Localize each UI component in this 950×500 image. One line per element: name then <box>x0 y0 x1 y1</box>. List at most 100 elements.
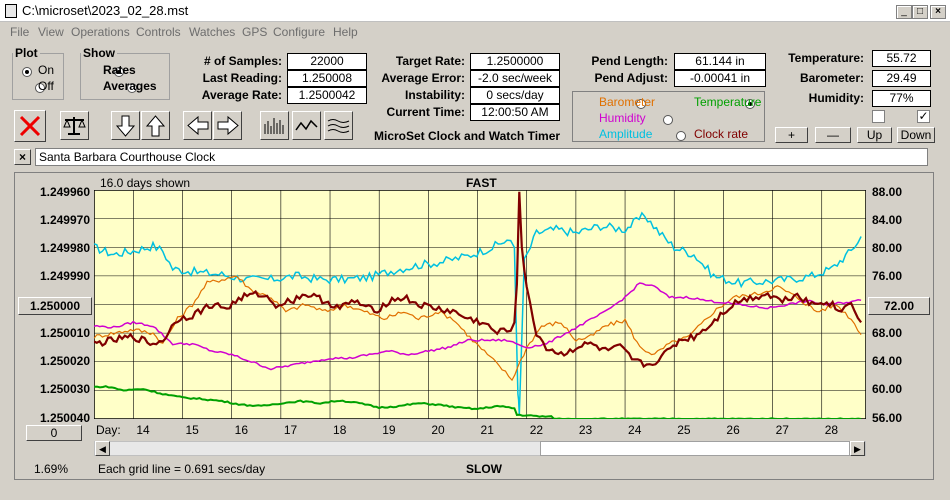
arrow-up-button[interactable] <box>141 111 170 140</box>
last-reading-label: Last Reading: <box>202 71 282 85</box>
average-rate-label: Average Rate: <box>201 88 282 102</box>
pend-adjust-value[interactable]: -0.00041 in <box>674 70 766 87</box>
x-axis-label: Day: <box>96 423 121 437</box>
humidity-radio[interactable] <box>663 115 674 125</box>
clear-name-button[interactable]: × <box>14 149 31 165</box>
down-button[interactable]: Down <box>897 127 935 143</box>
menu-help[interactable]: Help <box>333 25 358 39</box>
y-left-tick: 1.250020 <box>39 354 90 368</box>
barometer-label: Barometer: <box>799 71 864 85</box>
line-view-button[interactable] <box>292 111 321 140</box>
show-averages-radio[interactable] <box>127 83 138 93</box>
percent-label: 1.69% <box>34 462 69 476</box>
barometer-option-label: Barometer <box>599 95 656 109</box>
arrow-up-icon <box>145 115 166 137</box>
clock-rate-option-label: Clock rate <box>694 127 749 141</box>
y-left-tick: 1.250040 <box>39 411 90 425</box>
bars-view-button[interactable] <box>260 111 289 140</box>
minimize-button[interactable]: _ <box>896 5 912 19</box>
scroll-right-arrow[interactable]: ▶ <box>850 441 865 456</box>
menu-view[interactable]: View <box>38 25 64 39</box>
amplitude-option-label: Amplitude <box>599 127 653 141</box>
x-tick-label: 27 <box>775 423 789 437</box>
horizontal-scrollbar[interactable]: ◀ ▶ <box>94 441 866 456</box>
x-tick-label: 25 <box>677 423 691 437</box>
scroll-left-arrow[interactable]: ◀ <box>95 441 110 456</box>
menu-operations[interactable]: Operations <box>71 25 130 39</box>
temperature-radio[interactable] <box>744 99 755 109</box>
y-right-tick: 60.00 <box>872 382 903 396</box>
series-line <box>94 275 862 382</box>
y-right-tick: 84.00 <box>872 213 903 227</box>
plot-off-radio[interactable] <box>35 83 46 93</box>
stop-button[interactable] <box>14 110 46 142</box>
menu-file[interactable]: File <box>10 25 30 39</box>
minus-button[interactable]: — <box>815 127 851 143</box>
y-left-tick: 1.250030 <box>39 382 90 396</box>
show-averages-label: Averages <box>103 79 157 93</box>
humidity-option-label: Humidity <box>599 111 646 125</box>
multi-line-view-button[interactable] <box>324 111 353 140</box>
y-left-tick: 1.250010 <box>39 326 90 340</box>
red-x-icon <box>19 115 41 137</box>
current-time-value: 12:00:50 AM <box>470 104 560 121</box>
x-tick-label: 14 <box>136 423 150 437</box>
barometer-radio[interactable] <box>636 99 647 109</box>
arrow-down-icon <box>115 115 136 137</box>
menu-watches[interactable]: Watches <box>189 25 236 39</box>
plus-button[interactable]: + <box>775 127 808 143</box>
plot-off-label: Off <box>38 79 54 93</box>
x-tick-label: 18 <box>333 423 347 437</box>
y-right-tick: 56.00 <box>872 411 903 425</box>
current-time-label: Current Time: <box>386 105 465 119</box>
channel-selector <box>572 91 765 142</box>
title-bar: C:\microset\2023_02_28.mst _ □ × <box>0 0 950 22</box>
bottom-left-button[interactable]: 0 <box>26 425 82 441</box>
arrow-right-button[interactable] <box>213 111 242 140</box>
close-button[interactable]: × <box>930 5 946 19</box>
show-legend: Show <box>83 46 115 60</box>
arrow-down-button[interactable] <box>111 111 140 140</box>
y-right-mid-button[interactable]: 72.00 <box>868 297 930 315</box>
show-rates-label: Rates <box>103 63 136 77</box>
clock-name-input[interactable]: Santa Barbara Courthouse Clock <box>35 148 928 166</box>
y-left-tick: 1.249990 <box>39 269 90 283</box>
last-reading-value: 1.250008 <box>287 70 367 87</box>
fast-label: FAST <box>466 176 497 190</box>
maximize-button[interactable]: □ <box>912 5 928 19</box>
up-button[interactable]: Up <box>857 127 892 143</box>
series-line <box>94 385 862 419</box>
humidity-label: Humidity: <box>808 91 864 105</box>
x-tick-label: 28 <box>824 423 839 437</box>
checkbox-right[interactable]: ✓ <box>917 109 930 123</box>
pend-length-value[interactable]: 61.144 in <box>674 53 766 70</box>
bar-graph-icon <box>264 118 284 134</box>
pend-length-label: Pend Length: <box>591 54 668 68</box>
plot-on-radio[interactable] <box>22 67 32 77</box>
grid-note: Each grid line = 0.691 secs/day <box>98 462 266 476</box>
arrow-left-button[interactable] <box>183 111 212 140</box>
y-left-mid-button[interactable]: 1.250000 <box>18 297 92 315</box>
show-rates-radio[interactable] <box>113 67 124 77</box>
menu-gps[interactable]: GPS <box>242 25 268 39</box>
y-left-tick: 1.249960 <box>39 185 90 199</box>
series-line <box>94 191 862 369</box>
menu-controls[interactable]: Controls <box>136 25 181 39</box>
target-rate-value[interactable]: 1.2500000 <box>470 53 560 70</box>
x-tick-label: 22 <box>529 423 544 437</box>
show-group: Show <box>80 46 170 100</box>
amplitude-radio[interactable] <box>676 131 687 141</box>
target-rate-label: Target Rate: <box>395 54 465 68</box>
y-right-tick: 88.00 <box>872 185 903 199</box>
checkbox-left[interactable] <box>872 110 885 123</box>
y-right-tick: 80.00 <box>872 241 903 255</box>
instability-value: 0 secs/day <box>470 87 560 104</box>
wave-icon <box>295 119 318 131</box>
menu-configure[interactable]: Configure <box>273 25 326 39</box>
temperature-option-label: Temperature <box>694 95 762 109</box>
balance-button[interactable] <box>60 111 89 140</box>
instability-label: Instability: <box>404 88 465 102</box>
rate-chart <box>94 190 866 419</box>
series-line <box>94 211 862 415</box>
scroll-thumb[interactable] <box>540 441 850 456</box>
